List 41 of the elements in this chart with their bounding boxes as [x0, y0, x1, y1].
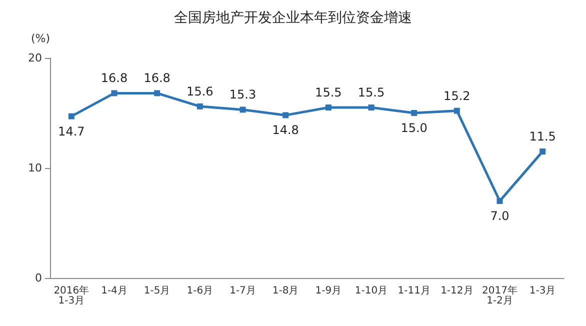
y-axis-title: (%) — [30, 32, 50, 45]
data-label: 16.8 — [100, 71, 128, 86]
data-label: 15.3 — [229, 88, 256, 102]
x-tick-label: 1-10月 — [354, 286, 388, 296]
data-label: 15.5 — [358, 86, 385, 100]
point — [368, 104, 374, 110]
x-tick-label: 2016年 1-3月 — [54, 284, 90, 306]
x-tick-label: 1-5月 — [144, 286, 170, 296]
point — [325, 104, 332, 110]
point — [68, 113, 74, 120]
point — [454, 108, 460, 114]
data-label: 11.5 — [529, 130, 556, 144]
data-label: 14.8 — [272, 123, 299, 138]
data-label: 14.7 — [58, 124, 85, 138]
x-tick-label: 1-9月 — [315, 286, 342, 296]
point — [540, 148, 546, 154]
x-tick-label: 1-4月 — [101, 286, 128, 296]
x-tick-label: 1-7月 — [230, 286, 256, 296]
data-label: 15.6 — [186, 84, 214, 98]
x-tick-label: 2017年 1-2月 — [482, 284, 518, 306]
data-label: 15.2 — [444, 88, 470, 103]
point — [154, 90, 160, 96]
x-tick-label: 1-12月 — [440, 286, 474, 296]
x-tick-label: 1-11月 — [398, 286, 430, 296]
point — [496, 198, 503, 204]
x-tick-label: 1-3月 — [529, 286, 556, 296]
chart-title: 全国房地产开发企业本年到位资金增速 — [174, 10, 412, 26]
y-tick-label: 20 — [28, 52, 42, 64]
data-label: 15.0 — [400, 121, 428, 135]
y-tick-label: 10 — [28, 162, 42, 174]
x-tick-label: 1-6月 — [186, 286, 214, 296]
point — [240, 106, 246, 113]
data-label: 15.5 — [315, 86, 342, 100]
y-tick-label: 0 — [35, 272, 42, 284]
point — [196, 103, 203, 110]
data-label: 7.0 — [490, 209, 510, 223]
point — [111, 90, 118, 96]
point — [282, 112, 289, 118]
x-tick-label: 1-8月 — [272, 286, 299, 296]
data-label: 16.8 — [144, 71, 170, 86]
point — [411, 110, 418, 116]
